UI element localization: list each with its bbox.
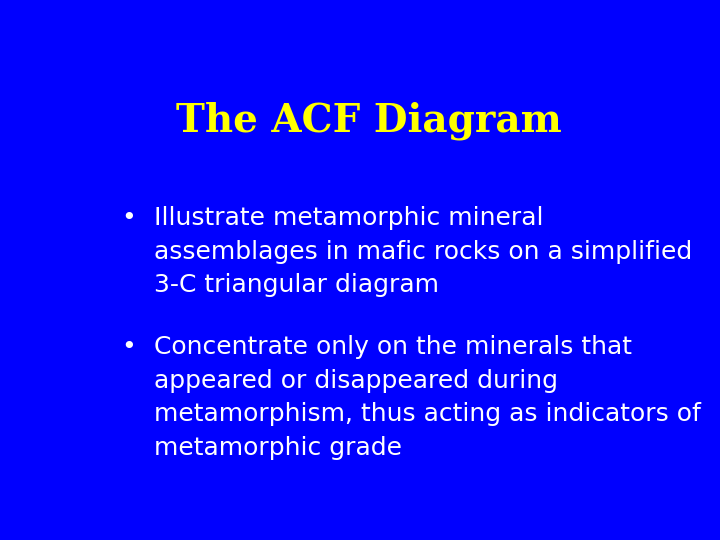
Text: The ACF Diagram: The ACF Diagram xyxy=(176,102,562,140)
Text: Concentrate only on the minerals that
appeared or disappeared during
metamorphis: Concentrate only on the minerals that ap… xyxy=(154,335,701,460)
Text: Illustrate metamorphic mineral
assemblages in mafic rocks on a simplified
3-C tr: Illustrate metamorphic mineral assemblag… xyxy=(154,206,693,297)
Text: •: • xyxy=(122,335,136,359)
Text: •: • xyxy=(122,206,136,230)
